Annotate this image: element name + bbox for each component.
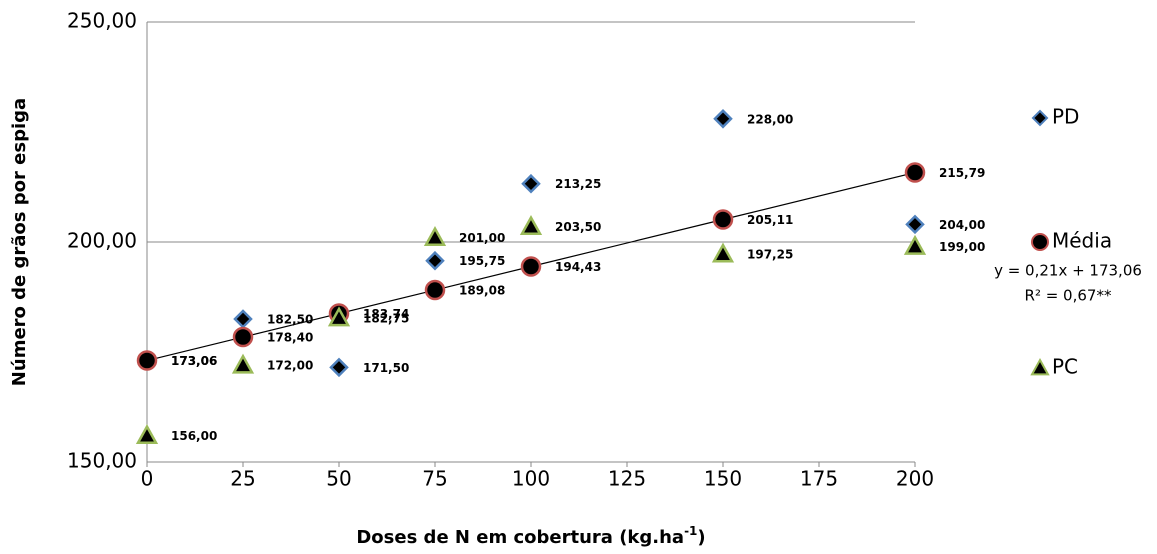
point [424,279,446,301]
data-label: 183,74 [363,307,409,321]
data-label: 182,50 [267,313,313,327]
r-squared: R² = 0,67** [1025,287,1112,305]
point [520,256,542,277]
point [711,242,735,263]
data-label: 178,40 [267,331,313,345]
point [521,173,541,194]
data-label: 201,00 [459,231,505,245]
legend-marker [1031,109,1049,127]
data-label: 156,00 [171,429,217,443]
point [712,209,734,230]
data-label: 213,25 [555,177,601,191]
x-tick-label: 175 [800,467,838,491]
point [327,306,351,327]
x-tick-label: 75 [422,467,447,491]
x-tick-label: 0 [141,467,154,491]
legend-label: PC [1052,355,1078,379]
y-tick-label: 200,00 [67,229,137,253]
point [425,250,445,271]
data-label: 197,25 [747,248,793,262]
data-label: 182,75 [363,311,409,325]
point [423,226,447,247]
equation: y = 0,21x + 173,06 [994,262,1142,280]
y-tick-label: 250,00 [67,9,137,33]
point [232,326,254,348]
x-tick-label: 100 [512,467,550,491]
point [905,214,925,235]
data-label: 204,00 [939,218,985,232]
point [136,350,158,371]
data-label: 172,00 [267,359,313,373]
legend-label: Média [1052,229,1112,253]
point [231,353,255,374]
data-label: 203,50 [555,220,601,234]
data-label: 195,75 [459,254,505,268]
data-label: 171,50 [363,361,409,375]
data-label: 173,06 [171,354,217,368]
x-axis-title: Doses de N em cobertura (kg.ha-1) [356,524,705,549]
point [903,234,927,255]
y-tick-label: 150,00 [67,449,137,473]
x-tick-label: 200 [896,467,934,491]
legend-label: PD [1052,105,1079,129]
legend-marker [1030,357,1050,376]
x-axis-title-main: Doses de N em cobertura (kg.ha [356,527,684,548]
legend-marker [1031,233,1049,251]
data-label: 215,79 [939,166,985,180]
point [233,309,253,329]
x-axis-title-end: ) [697,527,705,548]
x-tick-label: 150 [704,467,742,491]
point [329,357,349,378]
point [904,162,926,183]
data-label: 228,00 [747,112,793,126]
point [713,109,733,129]
point [519,215,543,236]
point [135,424,159,445]
x-tick-label: 125 [608,467,646,491]
x-tick-label: 50 [326,467,351,491]
data-label: 194,43 [555,260,601,274]
y-axis-title: Número de grãos por espiga [9,98,30,386]
x-tick-label: 25 [230,467,255,491]
data-label: 173,06 [171,354,217,368]
data-label: 199,00 [939,240,985,254]
data-label: 205,11 [747,213,793,227]
data-label: 189,08 [459,284,505,298]
x-axis-title-sup: -1 [684,524,697,538]
